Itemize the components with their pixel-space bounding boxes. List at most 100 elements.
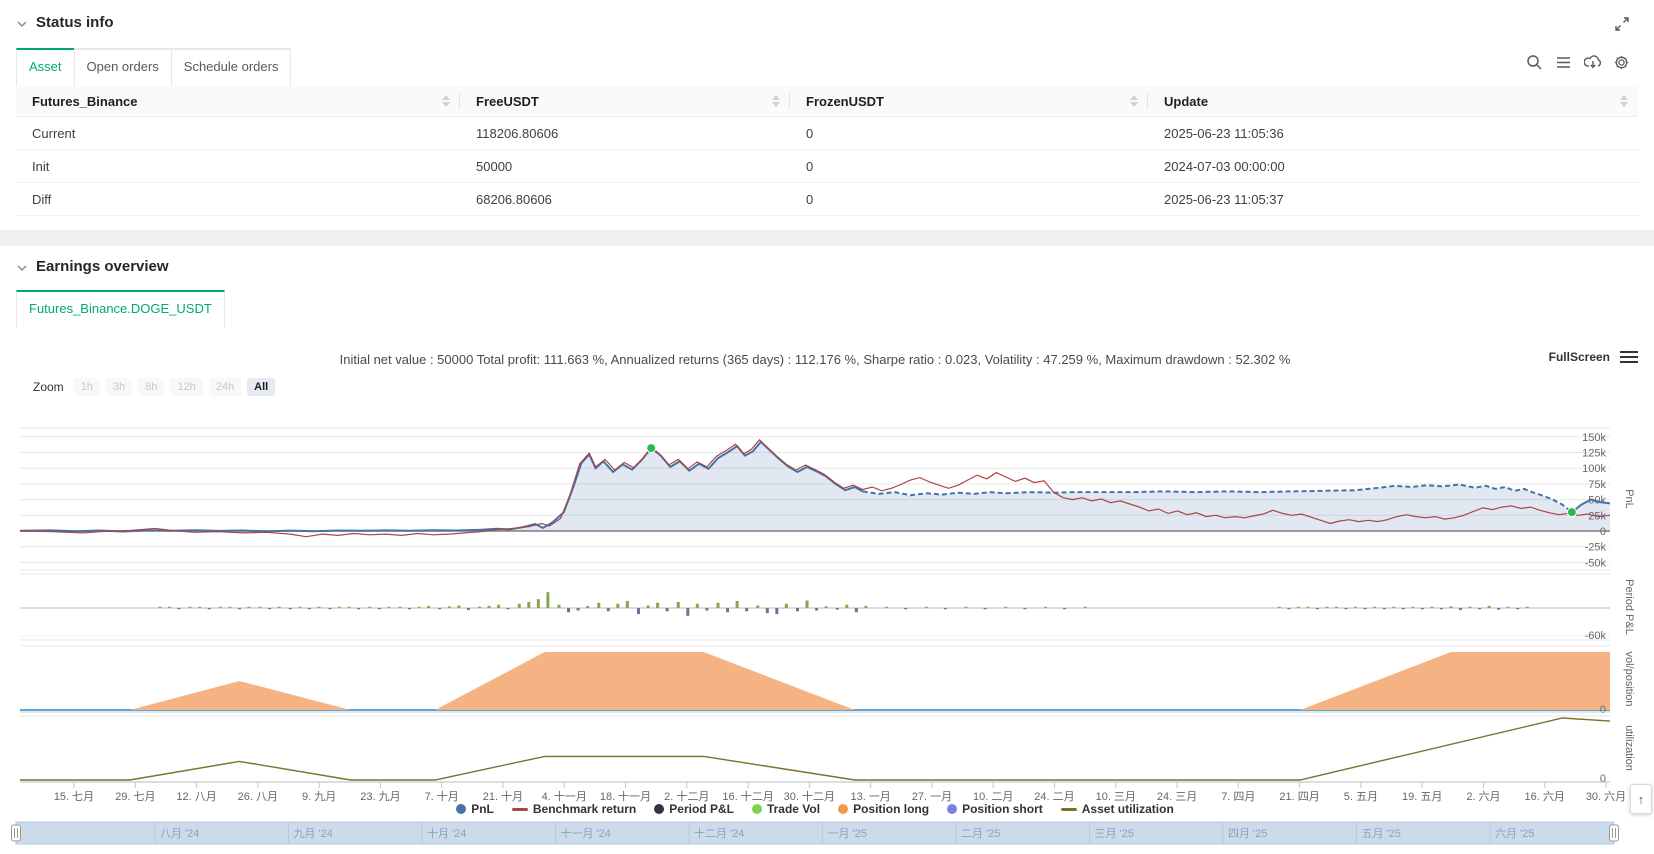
svg-text:vol/position: vol/position xyxy=(1623,651,1635,706)
svg-text:18. 十一月: 18. 十一月 xyxy=(600,789,651,803)
col-header-freeusdt[interactable]: FreeUSDT xyxy=(460,86,790,117)
earnings-section-header: Earnings overview xyxy=(16,258,169,275)
zoom-option-3h[interactable]: 3h xyxy=(105,378,133,396)
svg-text:八月 '24: 八月 '24 xyxy=(160,828,199,840)
svg-text:十二月 '24: 十二月 '24 xyxy=(694,826,744,840)
col-header-update[interactable]: Update xyxy=(1148,86,1638,117)
table-row-diff: Diff 68206.80606 0 2025-06-23 11:05:37 xyxy=(16,182,1638,216)
cell-update: 2024-07-03 00:00:00 xyxy=(1148,149,1638,183)
legend-item-position-long[interactable]: Position long xyxy=(838,802,929,816)
svg-text:十一月 '24: 十一月 '24 xyxy=(561,826,611,840)
zoom-option-12h[interactable]: 12h xyxy=(170,378,203,396)
svg-text:十月 '24: 十月 '24 xyxy=(427,826,466,840)
col-header-frozenusdt[interactable]: FrozenUSDT xyxy=(790,86,1148,117)
svg-text:-60k: -60k xyxy=(1585,630,1607,642)
svg-text:27. 一月: 27. 一月 xyxy=(912,791,952,803)
sort-icon[interactable] xyxy=(1130,95,1138,107)
col-header-futures-binance[interactable]: Futures_Binance xyxy=(16,86,460,117)
row-label-current[interactable]: Current xyxy=(16,116,460,150)
cell-frozen: 0 xyxy=(790,182,1148,216)
row-label-diff: Diff xyxy=(16,182,460,216)
svg-text:7. 四月: 7. 四月 xyxy=(1221,791,1255,803)
svg-text:-50k: -50k xyxy=(1585,557,1607,569)
legend-marker xyxy=(947,804,958,814)
svg-text:19. 五月: 19. 五月 xyxy=(1402,791,1442,803)
svg-text:15. 七月: 15. 七月 xyxy=(54,790,94,803)
svg-text:九月 '24: 九月 '24 xyxy=(294,827,333,840)
svg-text:24. 二月: 24. 二月 xyxy=(1034,791,1074,803)
status-section-header: Status info xyxy=(16,14,114,31)
cell-free: 50000 xyxy=(460,149,790,183)
svg-text:9. 九月: 9. 九月 xyxy=(302,790,336,803)
legend-marker xyxy=(654,804,665,814)
legend-item-position-short[interactable]: Position short xyxy=(947,802,1043,816)
cell-frozen: 0 xyxy=(790,116,1148,150)
zoom-option-1h[interactable]: 1h xyxy=(73,378,100,396)
tab-schedule-orders[interactable]: Schedule orders xyxy=(170,48,292,87)
row-label-init: Init xyxy=(16,149,460,183)
sort-icon[interactable] xyxy=(442,95,450,107)
tab-futures-binance-doge-usdt[interactable]: Futures_Binance.DOGE_USDT xyxy=(16,290,225,329)
svg-text:0: 0 xyxy=(1600,773,1606,785)
expand-icon[interactable] xyxy=(1614,16,1630,32)
collapse-chevron-icon[interactable] xyxy=(16,261,28,273)
zoom-label: Zoom xyxy=(33,380,64,394)
legend-marker xyxy=(511,807,528,811)
section-divider xyxy=(0,230,1654,246)
svg-text:150k: 150k xyxy=(1582,432,1606,444)
zoom-buttons: 1h 3h 8h 12h 24h All xyxy=(73,378,276,396)
legend-item-period-p-l[interactable]: Period P&L xyxy=(654,802,734,816)
svg-text:125k: 125k xyxy=(1582,448,1606,460)
chart-legend: PnL Benchmark return Period P&L Trade Vol Po… xyxy=(20,802,1610,816)
svg-text:23. 九月: 23. 九月 xyxy=(360,790,400,803)
chart-menu-icon[interactable] xyxy=(1620,350,1638,364)
status-section-title: Status info xyxy=(36,14,114,31)
cell-free: 118206.80606 xyxy=(460,116,790,150)
svg-text:utilization: utilization xyxy=(1623,725,1635,771)
navigator-handle[interactable] xyxy=(1609,824,1619,842)
svg-text:四月 '25: 四月 '25 xyxy=(1228,828,1267,840)
svg-text:12. 八月: 12. 八月 xyxy=(176,791,216,803)
svg-text:24. 三月: 24. 三月 xyxy=(1157,791,1197,803)
svg-text:30. 六月: 30. 六月 xyxy=(1586,790,1626,803)
zoom-option-8h[interactable]: 8h xyxy=(138,378,165,396)
earnings-section-title: Earnings overview xyxy=(36,258,169,275)
svg-text:13. 一月: 13. 一月 xyxy=(850,791,890,803)
svg-text:75k: 75k xyxy=(1588,479,1606,491)
earnings-tabs: Futures_Binance.DOGE_USDT xyxy=(16,290,225,329)
svg-text:10. 三月: 10. 三月 xyxy=(1096,791,1136,803)
fullscreen-button[interactable]: FullScreen xyxy=(1548,350,1610,364)
zoom-option-all[interactable]: All xyxy=(247,378,276,396)
zoom-option-24h[interactable]: 24h xyxy=(208,378,242,396)
legend-item-pnl[interactable]: PnL xyxy=(456,802,494,816)
legend-marker xyxy=(751,804,762,814)
svg-text:100k: 100k xyxy=(1582,463,1606,475)
tab-asset[interactable]: Asset xyxy=(16,48,75,87)
back-to-top-button[interactable]: ↑ xyxy=(1630,784,1652,814)
legend-item-benchmark-return[interactable]: Benchmark return xyxy=(511,802,636,816)
svg-text:-25k: -25k xyxy=(1585,542,1607,554)
svg-text:0: 0 xyxy=(1600,704,1606,716)
sort-icon[interactable] xyxy=(772,95,780,107)
svg-text:2. 六月: 2. 六月 xyxy=(1466,790,1500,803)
navigator-handle[interactable] xyxy=(11,824,21,842)
svg-text:10. 二月: 10. 二月 xyxy=(973,791,1013,803)
list-icon[interactable] xyxy=(1555,54,1572,71)
collapse-chevron-icon[interactable] xyxy=(16,17,28,29)
svg-text:21. 四月: 21. 四月 xyxy=(1279,791,1319,803)
legend-marker xyxy=(456,804,467,814)
cloud-download-icon[interactable] xyxy=(1583,54,1602,71)
legend-item-asset-utilization[interactable]: Asset utilization xyxy=(1060,802,1174,816)
legend-marker xyxy=(838,804,849,814)
svg-text:五月 '25: 五月 '25 xyxy=(1362,828,1401,840)
svg-text:26. 八月: 26. 八月 xyxy=(238,791,278,803)
search-icon[interactable] xyxy=(1526,54,1543,71)
table-row-current: Current 118206.80606 0 2025-06-23 11:05:… xyxy=(16,116,1638,150)
earnings-chart[interactable]: 150k125k100k75k50k25k0-25k-50k-60k0015. … xyxy=(0,384,1654,854)
settings-gear-icon[interactable] xyxy=(1613,54,1630,71)
sort-icon[interactable] xyxy=(1620,95,1628,107)
tab-open-orders[interactable]: Open orders xyxy=(73,48,172,87)
legend-item-trade-vol[interactable]: Trade Vol xyxy=(751,802,820,816)
status-info-section: Status info Asset Open orders Schedule o… xyxy=(0,0,1654,230)
zoom-range-selector: Zoom 1h 3h 8h 12h 24h All xyxy=(33,378,276,396)
